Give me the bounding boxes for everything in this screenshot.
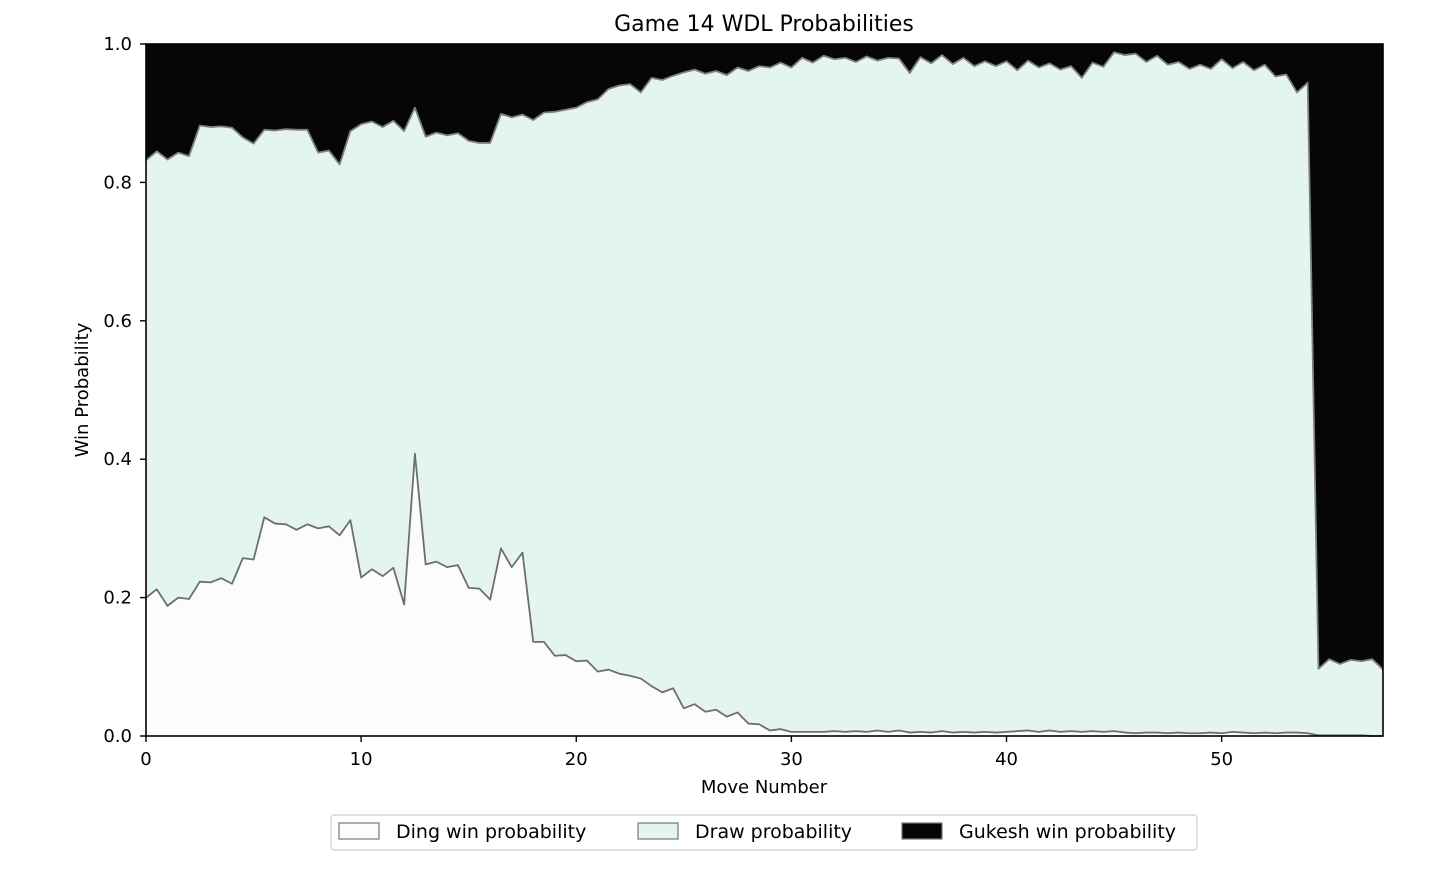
y-tick-label: 0.2 <box>103 588 132 609</box>
y-tick-label: 0.8 <box>103 172 132 193</box>
legend-swatch-ding <box>338 822 380 840</box>
legend-label-ding: Ding win probability <box>396 821 586 843</box>
x-tick-label: 50 <box>1210 749 1233 770</box>
x-tick-label: 40 <box>995 749 1018 770</box>
legend-frame <box>330 814 1198 851</box>
legend-swatch-draw <box>637 822 679 840</box>
x-tick-label: 0 <box>140 749 151 770</box>
y-tick-label: 0.6 <box>103 311 132 332</box>
ding-draw-boundary-line <box>145 452 1383 737</box>
x-axis-label: Move Number <box>701 777 828 798</box>
plot-area <box>145 44 1384 737</box>
x-tick-label: 30 <box>780 749 803 770</box>
y-tick-label: 0.0 <box>103 726 132 747</box>
axes: 0 10 20 30 40 50 0.0 0.2 0.4 0.6 0.8 1.0 <box>103 34 1384 770</box>
draw-gukesh-boundary-line <box>145 51 1384 671</box>
legend-label-gukesh: Gukesh win probability <box>959 821 1176 843</box>
x-tick-label: 10 <box>350 749 373 770</box>
legend: Ding win probability Draw probability Gu… <box>330 814 1198 851</box>
legend-swatch-gukesh <box>901 822 943 840</box>
y-tick-label: 0.4 <box>103 449 132 470</box>
ding-win-area <box>146 453 1383 736</box>
axes-frame <box>145 43 1384 737</box>
y-tick-label: 1.0 <box>103 34 132 55</box>
x-tick-label: 20 <box>565 749 588 770</box>
legend-label-draw: Draw probability <box>695 821 852 843</box>
chart-title: Game 14 WDL Probabilities <box>614 12 914 37</box>
y-axis-label: Win Probability <box>72 322 93 457</box>
